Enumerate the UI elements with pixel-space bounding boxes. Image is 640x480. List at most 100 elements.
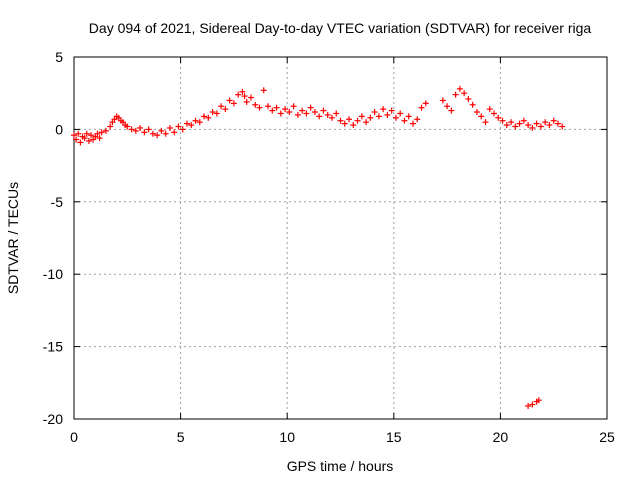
data-point [311, 109, 318, 116]
data-point [179, 126, 186, 133]
data-point [77, 139, 84, 146]
data-point [183, 120, 190, 127]
y-axis-label: SDTVAR / TECUs [5, 182, 21, 294]
data-point [83, 130, 90, 137]
data-point [559, 123, 566, 130]
data-point [533, 120, 540, 127]
data-point [243, 98, 250, 105]
data-point [256, 104, 263, 111]
data-point [324, 111, 331, 118]
data-point [495, 114, 502, 121]
data-point [550, 117, 557, 124]
data-point [75, 130, 82, 137]
data-point [529, 124, 536, 131]
data-point [171, 129, 178, 136]
data-point [145, 126, 152, 133]
data-point [516, 120, 523, 127]
data-point [265, 103, 272, 110]
data-point [375, 113, 382, 120]
data-point [277, 110, 284, 117]
data-point [286, 109, 293, 116]
data-point [346, 116, 353, 123]
data-point [239, 88, 246, 95]
data-point [388, 107, 395, 114]
data-point [166, 124, 173, 131]
data-point [508, 119, 515, 126]
data-point [380, 106, 387, 113]
data-point [439, 97, 446, 104]
data-point [188, 122, 195, 129]
y-tick-label: -15 [43, 339, 63, 355]
data-point [367, 114, 374, 121]
data-point [499, 117, 506, 124]
data-point [529, 401, 536, 408]
data-point [384, 111, 391, 118]
data-point [252, 101, 259, 108]
data-point [473, 109, 480, 116]
data-point [409, 120, 416, 127]
data-point [241, 93, 248, 100]
data-point [469, 101, 476, 108]
data-point [482, 119, 489, 126]
x-tick-label: 25 [599, 429, 615, 445]
data-point [73, 136, 80, 143]
data-point [282, 106, 289, 113]
x-tick-label: 5 [177, 429, 185, 445]
data-point [294, 111, 301, 118]
data-point [128, 126, 135, 133]
y-tick-label: -20 [43, 411, 63, 427]
data-point [537, 123, 544, 130]
data-point [290, 103, 297, 110]
x-tick-label: 15 [386, 429, 402, 445]
y-tick-label: -5 [51, 194, 64, 210]
data-point [96, 135, 103, 142]
data-point [392, 114, 399, 121]
data-point [81, 135, 88, 142]
data-point [341, 120, 348, 127]
data-point [88, 132, 95, 139]
data-point [201, 113, 208, 120]
data-point [554, 120, 561, 127]
data-point [337, 117, 344, 124]
data-point [418, 104, 425, 111]
data-point [192, 117, 199, 124]
data-point [98, 129, 105, 136]
data-point [94, 130, 101, 137]
data-point [422, 100, 429, 107]
data-point [546, 122, 553, 129]
data-point [486, 106, 493, 113]
data-point [444, 103, 451, 110]
data-point [175, 123, 182, 130]
data-point [525, 122, 532, 129]
data-point [397, 110, 404, 117]
data-point [371, 109, 378, 116]
data-point [158, 127, 165, 134]
x-axis-label: GPS time / hours [287, 458, 394, 474]
data-point [542, 119, 549, 126]
data-point [448, 107, 455, 114]
data-point [222, 106, 229, 113]
data-point [107, 123, 114, 130]
data-point [465, 95, 472, 102]
data-point [414, 116, 421, 123]
x-tick-label: 0 [70, 429, 78, 445]
data-point [478, 113, 485, 120]
data-point [71, 132, 77, 139]
data-point [162, 130, 169, 137]
x-tick-label: 10 [279, 429, 295, 445]
data-point [85, 137, 92, 144]
data-point [230, 100, 237, 107]
data-point [525, 402, 532, 409]
data-point [456, 85, 463, 92]
data-point [205, 114, 212, 121]
data-point [512, 123, 519, 130]
plot-frame [73, 56, 608, 420]
data-point [328, 114, 335, 121]
data-point [137, 124, 144, 131]
y-tick-label: -10 [43, 266, 63, 282]
data-point [213, 110, 220, 117]
data-point [124, 123, 131, 130]
data-point [333, 110, 340, 117]
x-tick-label: 20 [493, 429, 509, 445]
